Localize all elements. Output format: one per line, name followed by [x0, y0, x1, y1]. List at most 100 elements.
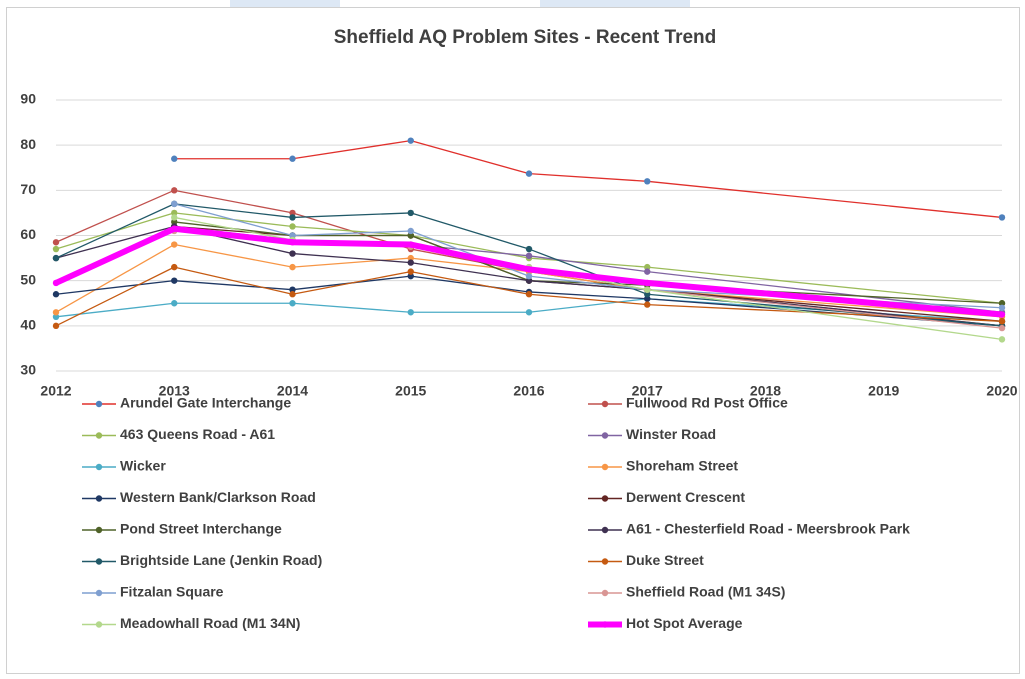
- legend-label: Brightside Lane (Jenkin Road): [120, 552, 322, 568]
- point: [525, 252, 533, 260]
- point: [171, 200, 178, 208]
- point: [644, 263, 651, 271]
- y-tick-label: 30: [20, 362, 36, 378]
- legend-marker: [601, 495, 609, 502]
- point: [289, 214, 296, 221]
- point: [407, 268, 414, 275]
- x-tick-label: 2016: [513, 383, 544, 399]
- point: [525, 291, 533, 298]
- point: [644, 286, 651, 293]
- legend-label: Wicker: [120, 458, 166, 474]
- legend-label: Arundel Gate Interchange: [120, 395, 291, 411]
- legend-marker: [95, 526, 103, 534]
- x-tick-label: 2019: [868, 383, 899, 399]
- tab: [540, 0, 690, 7]
- point: [407, 232, 414, 239]
- point: [171, 155, 178, 162]
- y-tick-label: 70: [20, 181, 36, 197]
- point: [52, 322, 60, 330]
- point: [52, 245, 60, 253]
- point: [171, 225, 178, 232]
- point: [644, 279, 651, 287]
- legend-label: A61 - Chesterfield Road - Meersbrook Par…: [626, 521, 910, 537]
- point: [407, 309, 414, 316]
- legend-marker: [95, 495, 103, 502]
- point: [52, 309, 60, 316]
- point: [644, 295, 651, 302]
- series-line: [174, 140, 1003, 219]
- point: [171, 209, 178, 217]
- point: [998, 318, 1006, 325]
- y-tick-label: 80: [20, 136, 36, 152]
- point: [289, 263, 296, 271]
- point: [644, 291, 651, 298]
- legend-label: Duke Street: [626, 552, 704, 568]
- legend-label: 463 Queens Road - A61: [120, 426, 275, 442]
- point: [998, 311, 1006, 318]
- point: [171, 263, 178, 271]
- point: [525, 245, 533, 253]
- point: [289, 232, 296, 239]
- chart-title: Sheffield AQ Problem Sites - Recent Tren…: [334, 27, 717, 48]
- x-tick-label: 2013: [159, 383, 190, 399]
- legend-label: Fullwood Rd Post Office: [626, 395, 788, 411]
- point: [998, 324, 1006, 332]
- x-tick-label: 2020: [986, 383, 1017, 399]
- chart-border: [6, 7, 1020, 674]
- point: [289, 239, 296, 246]
- point: [644, 268, 651, 275]
- point: [171, 300, 178, 307]
- legend-label: Meadowhall Road (M1 34N): [120, 615, 300, 631]
- point: [289, 291, 296, 298]
- legend-marker: [95, 558, 103, 565]
- legend-marker: [601, 400, 609, 408]
- point: [998, 336, 1006, 343]
- point: [171, 187, 178, 194]
- point: [998, 304, 1006, 311]
- point: [407, 272, 414, 280]
- point: [52, 239, 60, 246]
- point: [289, 155, 296, 162]
- point: [525, 266, 533, 273]
- point: [525, 277, 533, 284]
- legend-label: Pond Street Interchange: [120, 521, 282, 537]
- point: [171, 214, 178, 221]
- legend-label: Sheffield Road (M1 34S): [626, 584, 785, 600]
- point: [289, 300, 296, 307]
- point: [525, 309, 533, 316]
- y-tick-label: 50: [20, 271, 36, 287]
- y-tick-label: 90: [20, 91, 36, 107]
- point: [289, 223, 296, 230]
- x-tick-label: 2018: [750, 383, 781, 399]
- legend-marker: [95, 400, 103, 408]
- point: [289, 250, 296, 257]
- point: [644, 301, 651, 308]
- point: [171, 241, 178, 248]
- tab: [230, 0, 340, 7]
- x-tick-label: 2012: [40, 383, 71, 399]
- legend-marker: [601, 463, 609, 471]
- point: [52, 254, 60, 262]
- point: [407, 254, 414, 262]
- legend-marker: [601, 526, 609, 534]
- point: [998, 300, 1006, 307]
- legend-label: Derwent Crescent: [626, 489, 745, 505]
- legend-label: Shoreham Street: [626, 458, 738, 474]
- point: [289, 209, 296, 217]
- legend-marker: [601, 621, 609, 628]
- point: [407, 209, 414, 217]
- legend-marker: [601, 558, 609, 565]
- point: [407, 259, 414, 266]
- y-tick-label: 60: [20, 226, 36, 242]
- point: [407, 227, 414, 235]
- legend-label: Western Bank/Clarkson Road: [120, 489, 316, 505]
- point: [171, 277, 178, 284]
- point: [52, 291, 60, 298]
- point: [525, 170, 533, 177]
- point: [407, 137, 414, 144]
- x-tick-label: 2015: [395, 383, 426, 399]
- point: [52, 313, 60, 320]
- legend-label: Fitzalan Square: [120, 584, 224, 600]
- point: [289, 286, 296, 293]
